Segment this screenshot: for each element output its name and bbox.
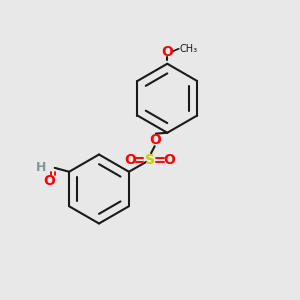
Text: O: O	[124, 153, 136, 167]
Text: O: O	[161, 45, 173, 59]
Text: O: O	[44, 174, 56, 188]
Text: H: H	[36, 161, 46, 174]
Text: O: O	[149, 133, 161, 147]
Text: O: O	[164, 153, 175, 167]
Text: S: S	[145, 153, 155, 167]
Text: CH₃: CH₃	[179, 44, 197, 54]
